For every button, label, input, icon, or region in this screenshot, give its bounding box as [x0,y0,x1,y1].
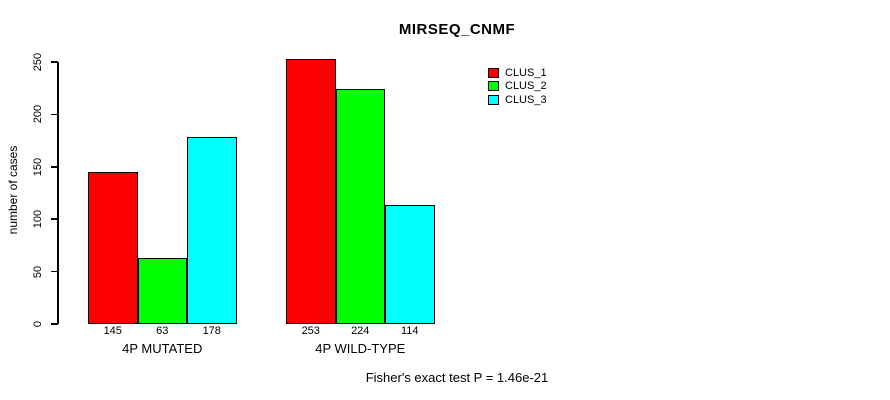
x-category-label: 4P WILD-TYPE [315,341,406,356]
y-axis-tick [51,270,58,273]
legend-label: CLUS_3 [505,93,547,106]
bar-value-label: 145 [103,325,122,337]
legend-swatch-icon [488,94,499,105]
legend-swatch-icon [488,81,499,92]
y-axis-tick-label: 100 [32,210,44,229]
y-axis-line [57,62,59,324]
chart-title: MIRSEQ_CNMF [398,21,516,38]
bar-clus_2-4p-mutated [137,257,187,324]
y-axis-label: number of cases [6,145,20,235]
y-axis-tick [51,218,58,220]
y-axis-tick-label: 250 [32,52,44,72]
bar-value-label: 253 [301,325,320,337]
bar-value-label: 114 [400,325,419,337]
legend-swatch-icon [488,67,499,78]
y-axis-tick-label: 0 [32,320,44,328]
legend-label: CLUS_2 [505,80,547,93]
y-axis-tick [51,166,58,168]
y-axis-tick [51,323,58,325]
x-category-label: 4P MUTATED [122,341,203,356]
bar-value-label: 224 [351,325,370,337]
legend-item-clus_3: CLUS_3 [488,93,547,107]
bar-clus_1-4p-mutated [88,172,138,324]
bar-clus_3-4p-mutated [187,137,237,324]
bar-clus_2-4p-wild-type [335,89,385,324]
annotation-fishers-test: Fisher's exact test P = 1.46e-21 [365,370,549,385]
y-axis-tick-label: 200 [32,105,44,124]
bar-value-label: 178 [202,325,221,337]
y-axis-tick-label: 50 [32,265,44,278]
legend-label: CLUS_1 [505,66,547,79]
y-axis-tick [51,61,58,63]
bar-value-label: 63 [156,325,169,337]
y-axis-tick [51,113,58,116]
bar-clus_3-4p-wild-type [385,204,435,324]
legend-item-clus_2: CLUS_2 [488,80,547,94]
y-axis-tick-label: 150 [32,157,44,176]
legend: CLUS_1 CLUS_2 CLUS_3 [488,66,547,107]
bar-clus_1-4p-wild-type [286,58,336,324]
legend-item-clus_1: CLUS_1 [488,66,547,80]
